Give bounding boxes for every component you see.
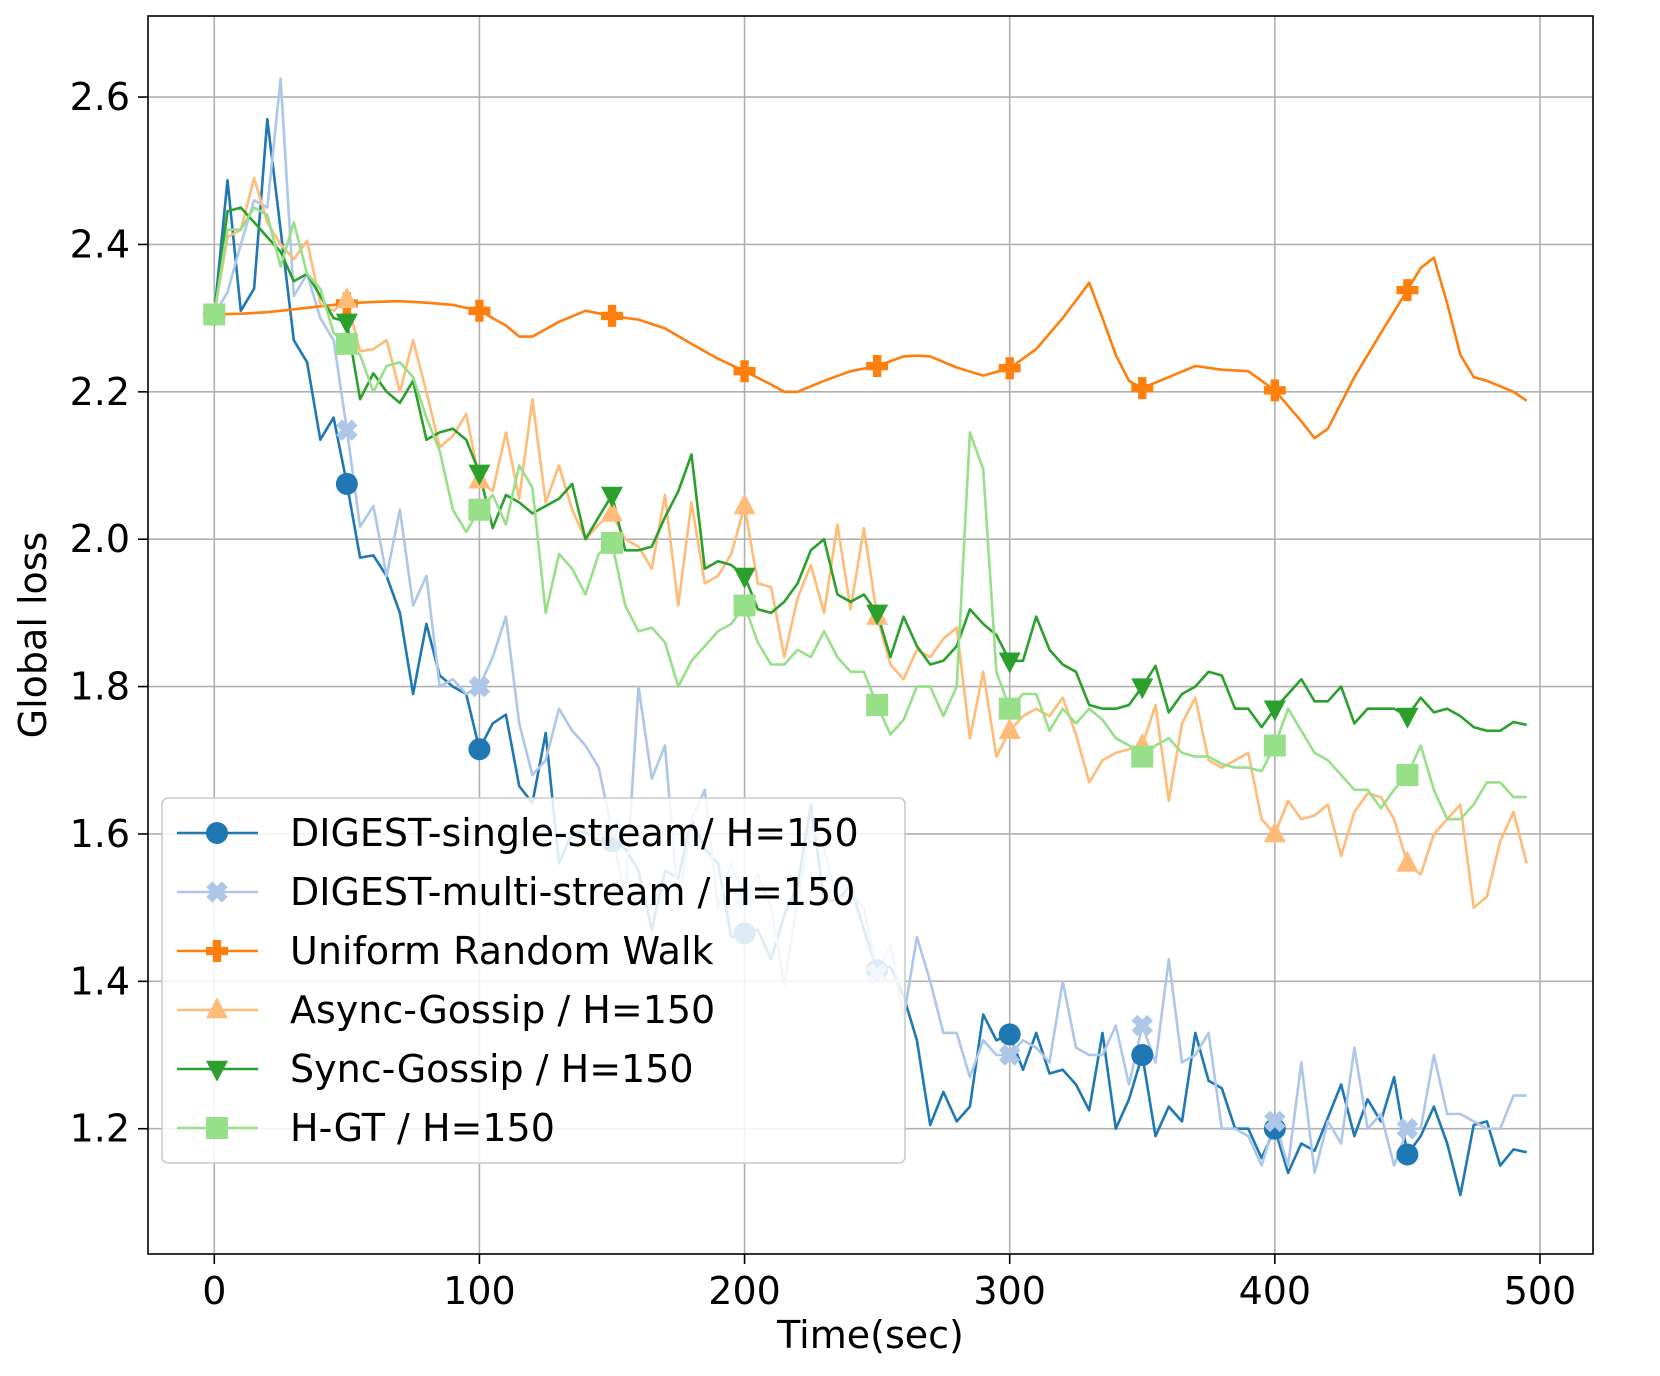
data-point-series-3	[1263, 379, 1286, 402]
data-point-series-3	[600, 304, 623, 327]
data-point-series-2	[1396, 1117, 1419, 1140]
data-point-series-4	[1263, 821, 1286, 843]
data-point-series-2-shape	[1264, 1110, 1286, 1133]
legend-marker-1	[206, 822, 228, 844]
data-point-series-5	[1263, 700, 1286, 722]
x-tick-label: 400	[1239, 1269, 1312, 1313]
data-point-series-6	[998, 697, 1021, 720]
data-point-series-3	[468, 299, 491, 322]
data-point-series-2-shape	[998, 1044, 1021, 1066]
data-point-series-5	[1396, 707, 1419, 729]
x-tick-label: 100	[443, 1269, 516, 1313]
data-point-series-2	[1264, 1110, 1286, 1133]
y-tick-label: 2.0	[70, 517, 130, 561]
data-point-series-5	[600, 486, 623, 508]
data-point-series-2	[336, 419, 358, 441]
data-point-series-5	[335, 313, 358, 335]
data-point-series-1	[1131, 1044, 1154, 1067]
series-markers	[203, 279, 1419, 1166]
data-point-series-6	[1396, 764, 1419, 787]
data-point-series-1	[335, 472, 358, 495]
legend-marker-4	[206, 997, 228, 1019]
y-axis-ticks: 1.2 1.4 1.6 1.8 2.0 2.2 2.4 2.6	[70, 75, 148, 1151]
y-tick-label: 1.4	[70, 959, 130, 1003]
legend: DIGEST-single-stream/ H=150 DIGEST-multi-…	[161, 797, 906, 1164]
data-point-series-3	[733, 360, 756, 383]
plot-frame	[147, 15, 1594, 1255]
x-tick-label: 500	[1504, 1269, 1577, 1313]
data-point-series-2	[1131, 1014, 1153, 1037]
data-point-series-4	[733, 493, 756, 515]
data-point-series-1	[998, 1023, 1021, 1046]
x-axis-title: Time(sec)	[776, 1313, 964, 1357]
data-point-series-3	[866, 355, 889, 378]
x-axis-ticks: 0 100 200 300 400 500	[202, 1254, 1576, 1313]
data-point-series-2	[468, 675, 491, 698]
data-point-series-3	[998, 357, 1021, 380]
data-point-series-2-shape	[1396, 1117, 1419, 1140]
data-point-series-6	[866, 694, 889, 717]
data-point-series-4	[1396, 850, 1419, 872]
x-tick-label: 300	[973, 1269, 1046, 1313]
data-point-series-5	[1131, 678, 1154, 700]
data-point-series-6	[203, 303, 226, 326]
legend-label-1: DIGEST-single-stream/ H=150	[290, 811, 859, 855]
data-point-series-5	[998, 652, 1021, 674]
data-point-series-1	[468, 738, 491, 761]
data-point-series-6	[600, 531, 623, 554]
data-point-series-3	[1131, 377, 1154, 400]
data-point-series-6	[733, 594, 756, 617]
y-tick-label: 1.8	[70, 665, 130, 709]
legend-box	[161, 797, 906, 1164]
y-tick-label: 2.4	[70, 222, 130, 266]
data-point-series-5	[733, 567, 756, 589]
data-point-series-6	[335, 332, 358, 355]
data-point-series-5	[468, 464, 491, 486]
data-point-series-4	[998, 718, 1021, 740]
legend-label-6: H-GT / H=150	[290, 1106, 555, 1150]
x-tick-label: 0	[202, 1269, 226, 1313]
data-point-series-2-shape	[336, 419, 358, 441]
data-point-series-5	[866, 604, 889, 626]
data-point-series-4	[600, 500, 623, 522]
y-tick-label: 1.6	[70, 812, 130, 856]
y-tick-label: 2.2	[70, 370, 130, 414]
data-point-series-4	[335, 287, 358, 308]
x-tick-label: 200	[708, 1269, 781, 1313]
legend-label-3: Uniform Random Walk	[290, 929, 714, 973]
y-axis-title: Global loss	[11, 532, 55, 739]
legend-marker-6	[206, 1117, 228, 1139]
legend-marker-2-shape	[206, 881, 228, 903]
legend-marker-2	[206, 881, 228, 903]
data-point-series-6	[1131, 745, 1154, 768]
data-point-series-3	[1396, 279, 1419, 302]
legend-marker-3	[206, 940, 228, 962]
data-point-series-2-shape	[468, 675, 491, 698]
legend-marker-5	[206, 1060, 228, 1082]
data-point-series-1	[1396, 1143, 1419, 1166]
series-line-6	[213, 206, 1527, 821]
y-tick-label: 1.2	[70, 1107, 130, 1151]
y-tick-label: 2.6	[70, 75, 130, 119]
series-line-4	[213, 176, 1528, 910]
grid	[148, 16, 1593, 1254]
data-point-series-6	[468, 498, 491, 521]
data-point-series-6	[1263, 734, 1286, 757]
legend-label-2: DIGEST-multi-stream / H=150	[290, 870, 855, 914]
legend-label-4: Async-Gossip / H=150	[290, 988, 715, 1032]
legend-label-5: Sync-Gossip / H=150	[290, 1047, 694, 1091]
data-point-series-2-shape	[1131, 1014, 1153, 1037]
data-point-series-2	[998, 1044, 1021, 1066]
